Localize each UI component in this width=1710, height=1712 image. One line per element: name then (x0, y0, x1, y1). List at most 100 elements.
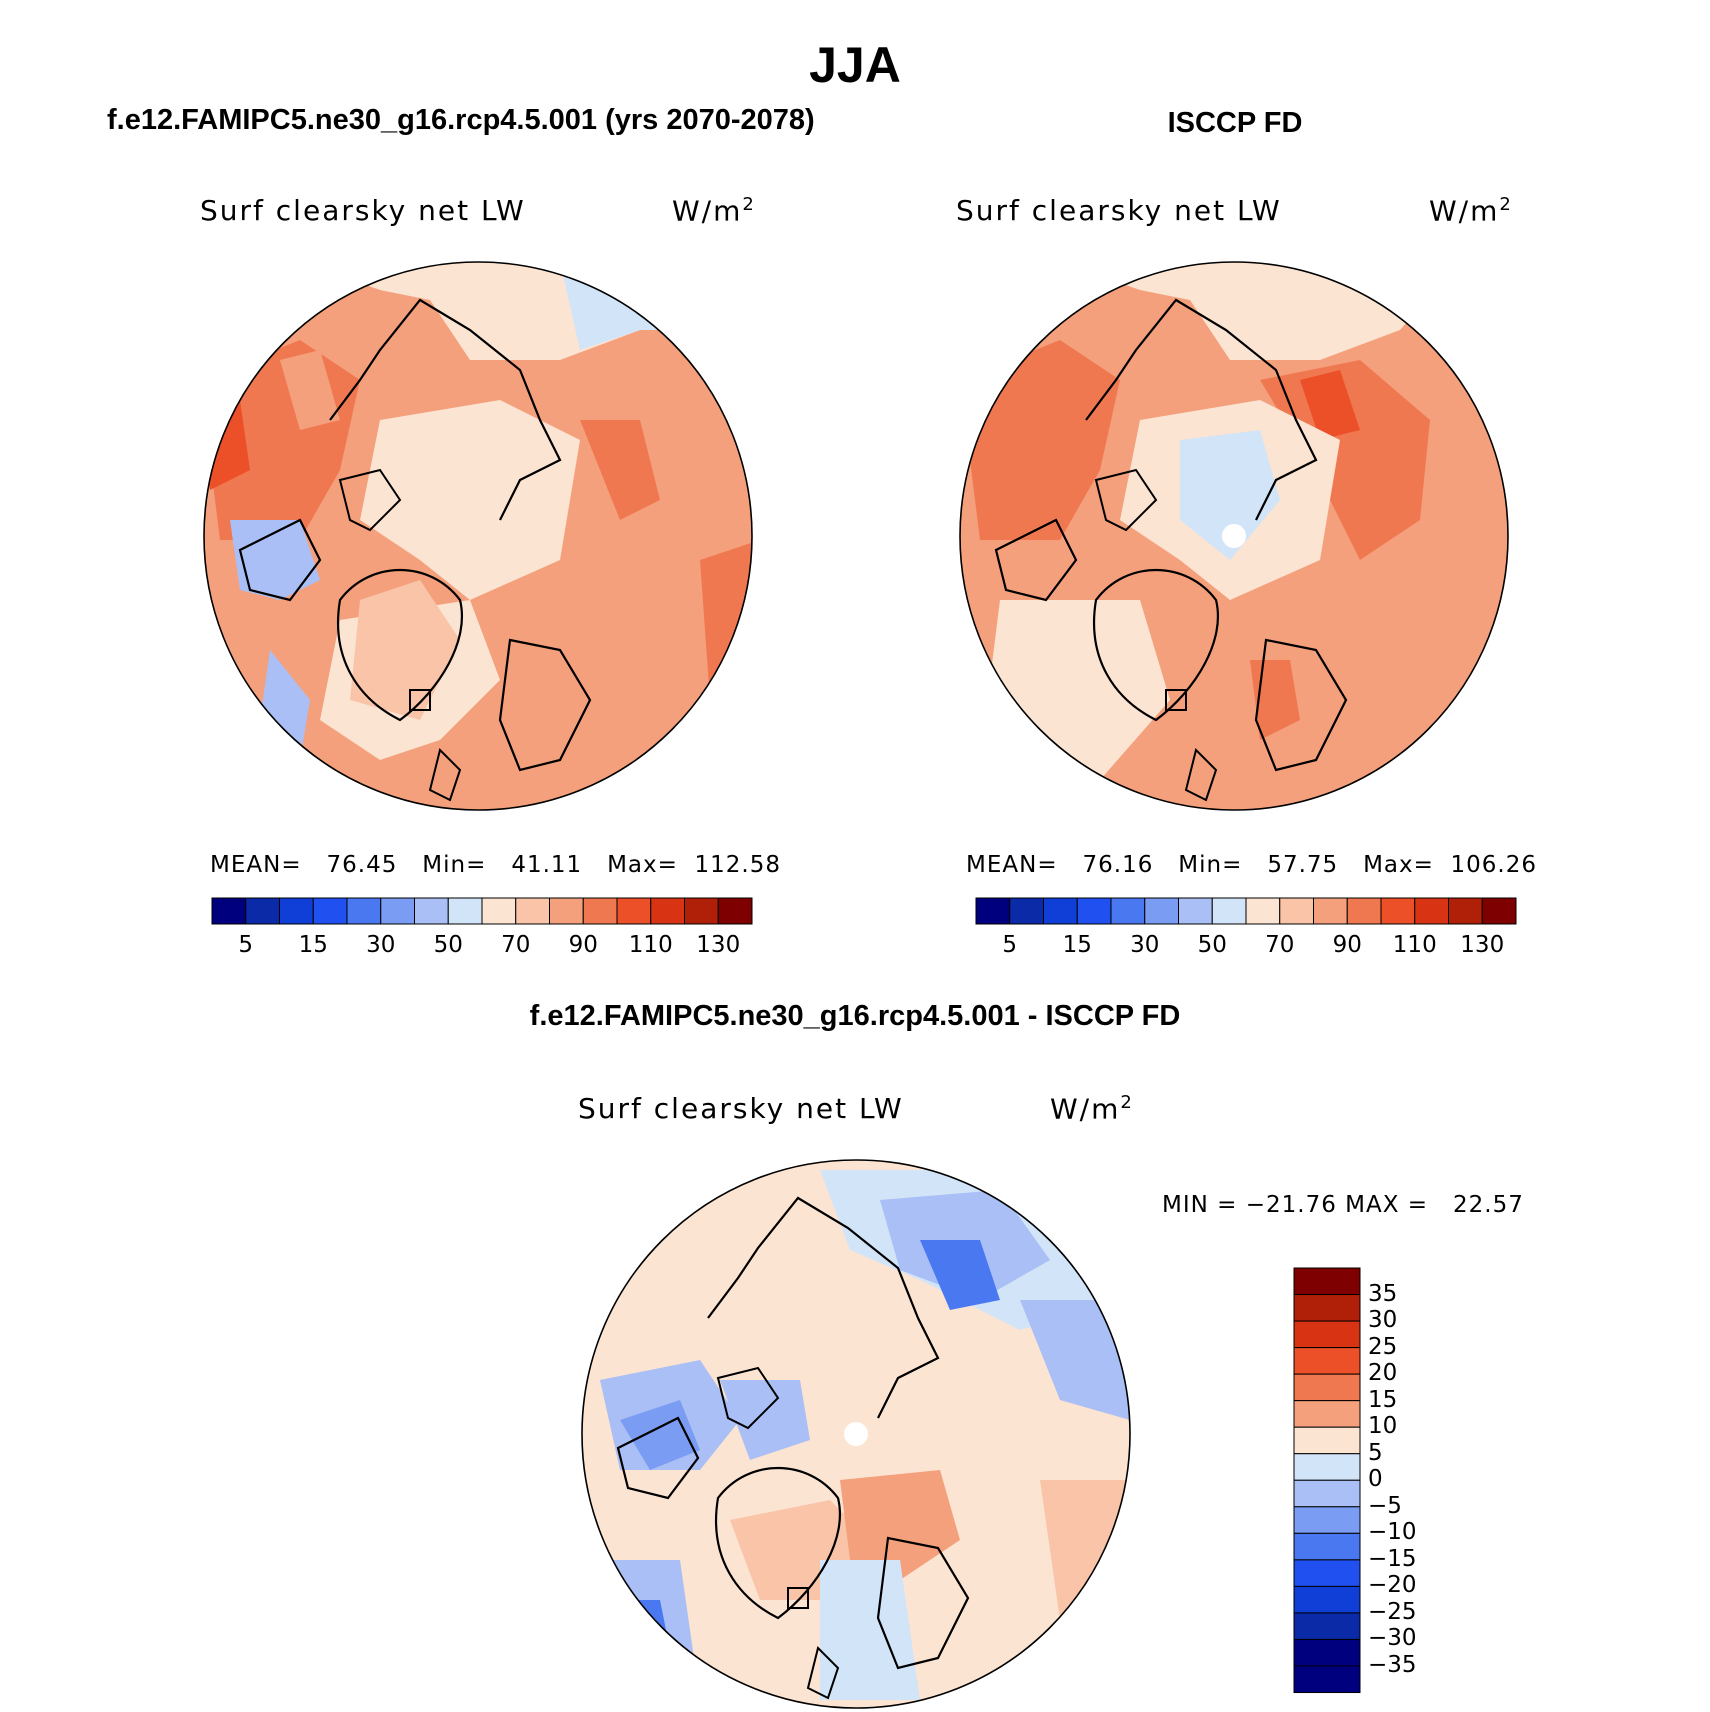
colorbar-swatch (1043, 897, 1078, 925)
panel3-title: f.e12.FAMIPC5.ne30_g16.rcp4.5.001 - ISCC… (529, 1000, 1181, 1032)
colorbar-swatch (1178, 897, 1213, 925)
colorbar-swatch (346, 897, 382, 925)
colorbar-swatch (1293, 1638, 1361, 1667)
map1-greenland (350, 580, 460, 720)
colorbar-swatch (1144, 897, 1179, 925)
colorbar-swatch (1293, 1426, 1361, 1455)
map1-hudson-bay (230, 520, 320, 600)
map3-coast-iceland (787, 1587, 809, 1609)
colorbar-tick-label: 70 (501, 932, 531, 958)
colorbar-swatch (279, 897, 314, 925)
colorbar-tick-label: 50 (433, 932, 463, 958)
colorbar-swatch (1211, 897, 1247, 925)
map2-hotspot-east (1300, 370, 1360, 440)
map1-coast-islands (338, 468, 402, 532)
map2-pole-hole (1222, 524, 1246, 548)
map2-border (959, 261, 1509, 811)
colorbar-swatch (1313, 897, 1348, 925)
colorbar-swatch (1076, 897, 1112, 925)
colorbar-swatch (1279, 897, 1314, 925)
map1-coast-hudson (238, 518, 322, 602)
colorbar-swatch (1293, 1532, 1361, 1561)
colorbar-tick-label: 110 (1392, 932, 1437, 958)
map1-east-warm (580, 420, 660, 520)
colorbar-swatch (650, 897, 685, 925)
colorbar-swatch (1414, 897, 1449, 925)
map3-coast-scandinavia (876, 1536, 970, 1670)
map3-siberia-cool (1020, 1300, 1130, 1420)
colorbar-swatch (975, 897, 1011, 925)
colorbar-tick-label: −10 (1368, 1519, 1417, 1546)
map2-polar-plot (960, 262, 1508, 810)
map2-siberia-warm (1260, 360, 1430, 560)
colorbar-tick-label: −25 (1368, 1598, 1417, 1625)
panel3-colorbar (1293, 1267, 1361, 1694)
panel2-variable: Surf clearsky net LW (956, 194, 1282, 227)
map3-bering-strong (920, 1240, 1000, 1310)
colorbar-tick-label: 35 (1368, 1280, 1398, 1307)
colorbar-tick-label: 20 (1368, 1360, 1398, 1387)
colorbar-swatch (1481, 897, 1517, 925)
colorbar-swatch (616, 897, 652, 925)
figure-title: JJA (809, 37, 901, 93)
colorbar-swatch (1346, 897, 1382, 925)
colorbar-tick-label: 90 (1332, 932, 1362, 958)
map3-pole-hole (844, 1422, 868, 1446)
map1-border (203, 261, 753, 811)
map3-coast-greenland (715, 1467, 841, 1620)
colorbar-swatch (1293, 1559, 1361, 1587)
map3-europe-cool (820, 1560, 920, 1700)
map2-coast-islands (1094, 468, 1158, 532)
colorbar-tick-label: −15 (1368, 1545, 1417, 1572)
colorbar-swatch (1293, 1400, 1361, 1428)
map1-alaska (280, 350, 340, 430)
colorbar-swatch (1380, 897, 1416, 925)
map3-coast-islands (716, 1366, 780, 1430)
colorbar-swatch (245, 897, 280, 925)
panel2-title: ISCCP FD (1167, 107, 1303, 139)
colorbar-tick-label: −30 (1368, 1625, 1417, 1652)
colorbar-swatch (1293, 1506, 1361, 1534)
panel2-colorbar (975, 897, 1517, 925)
colorbar-swatch (447, 897, 483, 925)
colorbar-tick-label: −5 (1368, 1492, 1402, 1519)
panel3-stats: MIN = −21.76 MAX = 22.57 (1162, 1192, 1524, 1218)
map2-coast-hudson (994, 518, 1078, 602)
map3-border (581, 1159, 1131, 1709)
colorbar-tick-label: 130 (1460, 932, 1505, 958)
colorbar-tick-label: 5 (1368, 1439, 1383, 1466)
colorbar-swatch (1448, 897, 1483, 925)
panel2-units: W/m2 (1429, 194, 1513, 228)
colorbar-swatch (1110, 897, 1146, 925)
panel3-units: W/m2 (1050, 1092, 1134, 1126)
colorbar-swatch (1293, 1347, 1361, 1375)
map2-coast-britain (1184, 748, 1218, 802)
colorbar-tick-label: 15 (1368, 1386, 1398, 1413)
map3-coast-hudson (616, 1416, 700, 1500)
map3-coast-britain (806, 1646, 840, 1700)
colorbar-tick-label: 10 (1368, 1413, 1398, 1440)
colorbar-swatch (515, 897, 550, 925)
map1-coast-iceland (409, 689, 431, 711)
colorbar-swatch (211, 897, 247, 925)
colorbar-tick-label: 30 (1368, 1307, 1398, 1334)
colorbar-swatch (582, 897, 618, 925)
colorbar-swatch (1293, 1320, 1361, 1349)
colorbar-tick-label: −35 (1368, 1652, 1417, 1678)
map2-central-ice (1180, 430, 1280, 560)
panel3-variable: Surf clearsky net LW (578, 1092, 904, 1125)
map2-coast-greenland (1093, 569, 1219, 722)
colorbar-swatch (1293, 1612, 1361, 1640)
colorbar-swatch (684, 897, 719, 925)
map2-scandinavia-warm (1250, 660, 1300, 740)
map3-polar-plot (582, 1160, 1130, 1708)
colorbar-swatch (481, 897, 517, 925)
colorbar-swatch (1293, 1665, 1361, 1694)
colorbar-tick-label: 0 (1368, 1466, 1383, 1493)
colorbar-swatch (1293, 1453, 1361, 1481)
map3-coast-north (707, 1196, 940, 1419)
map2-coast-north (1085, 298, 1318, 521)
map1-coast-scandinavia (498, 638, 592, 772)
colorbar-tick-label: 15 (1062, 932, 1092, 958)
